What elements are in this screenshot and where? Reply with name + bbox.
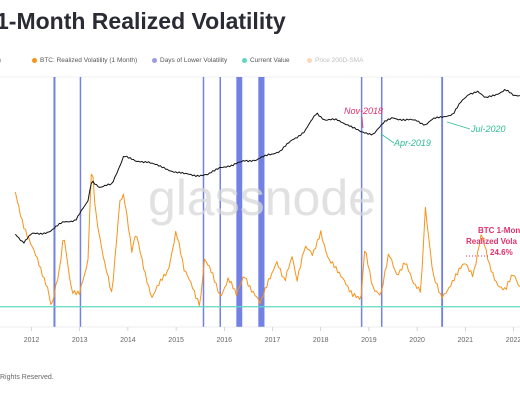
apr2019-label: Apr-2019 — [393, 138, 431, 148]
x-tick-label: 2021 — [458, 337, 474, 344]
low-volatility-band — [79, 77, 82, 327]
low-volatility-band — [219, 77, 221, 327]
x-tick-label: 2012 — [24, 337, 40, 344]
x-tick-label: 2016 — [217, 337, 233, 344]
x-tick-label: 2015 — [168, 337, 184, 344]
low-volatility-band — [53, 77, 56, 327]
legend-dot-icon — [242, 58, 247, 63]
chart-title: 1-Month Realized Volatility — [0, 8, 286, 34]
legend-item-low-volatility[interactable]: Days of Lower Volatility — [152, 57, 227, 64]
legend-dot-icon — [152, 58, 157, 63]
legend-label: Days of Lower Volatility — [160, 57, 228, 64]
nov2018-leader-line — [361, 116, 364, 129]
low-volatility-band — [441, 77, 444, 327]
x-tick-label: 2018 — [313, 337, 329, 344]
annotations: Nov-2018 Apr-2019 Jul-2020 BTC 1-Month R… — [344, 106, 520, 257]
legend-item-price-sma[interactable]: Price 200D-SMA — [307, 57, 363, 64]
x-tick-label: 2013 — [72, 337, 88, 344]
legend-dot-icon — [307, 58, 312, 63]
low-volatility-band — [202, 77, 205, 327]
legend-item-price[interactable]: D) — [0, 57, 1, 64]
x-tick-label: 2017 — [265, 337, 281, 344]
jul2020-leader-line — [446, 121, 471, 130]
x-tick-label: 2020 — [409, 337, 425, 344]
jul2020-label: Jul-2020 — [470, 124, 506, 134]
current-value-label-line1: BTC 1-Month — [478, 226, 520, 235]
low-volatility-band — [258, 77, 265, 327]
x-axis: 2012 2013 2014 2015 2016 2017 2018 2019 2020 2021… — [0, 326, 520, 344]
x-tick-label: 2014 — [120, 337, 136, 344]
volatility-series-line — [14, 173, 520, 307]
legend-item-current-value[interactable]: Current Value — [242, 57, 290, 64]
apr2019-leader-line — [380, 133, 395, 144]
legend-dot-icon — [32, 58, 37, 63]
x-tick-label: 2019 — [361, 337, 377, 344]
low-volatility-band — [360, 77, 363, 327]
low-volatility-band — [236, 77, 243, 327]
current-value-label-value: 24.6% — [490, 248, 513, 257]
legend-label: D) — [0, 57, 1, 64]
nov2018-label: Nov-2018 — [344, 106, 383, 116]
x-tick-label: 2022 — [506, 337, 520, 344]
price-series-line — [15, 89, 520, 244]
low-volatility-bands — [53, 77, 444, 327]
current-value-label-line2: Realized Vola — [466, 237, 518, 246]
legend-label: Price 200D-SMA — [315, 57, 364, 64]
low-volatility-band — [380, 77, 383, 327]
copyright-footer: Rights Reserved. — [0, 374, 54, 381]
legend-label: Current Value — [250, 57, 290, 64]
legend-label: BTC: Realized Volatility (1 Month) — [40, 57, 138, 64]
watermark: glassnode — [148, 170, 376, 226]
legend-item-volatility[interactable]: BTC: Realized Volatility (1 Month) — [32, 57, 137, 64]
